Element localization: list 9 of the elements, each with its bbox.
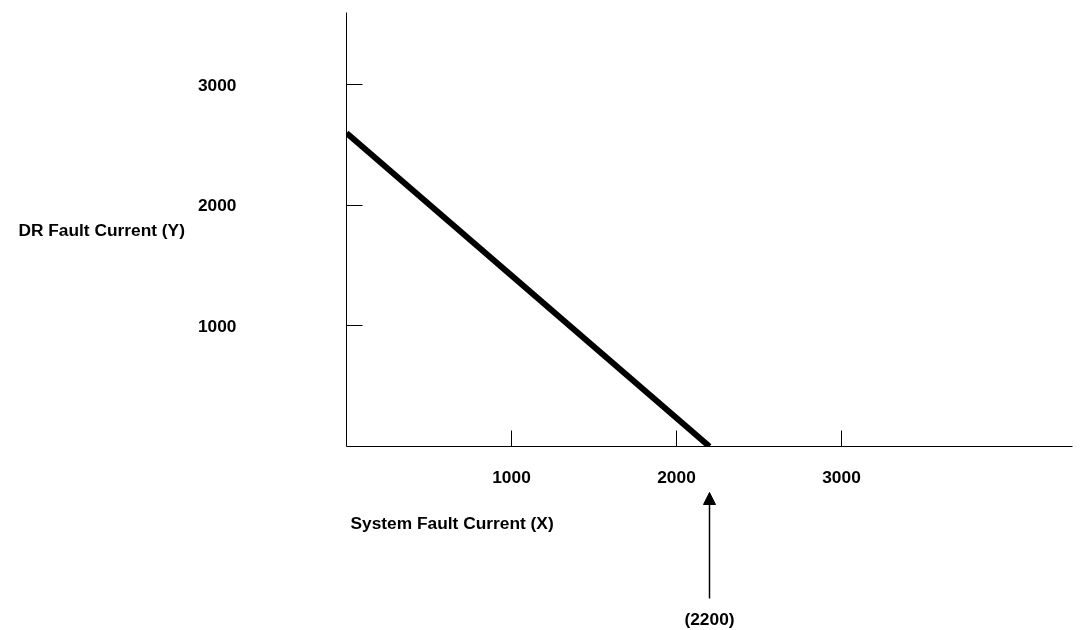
text: (2200) [684, 608, 735, 629]
x-tick-label: 1000 [492, 466, 531, 487]
y-tick-label: 2000 [197, 195, 237, 216]
y-tick-label: 3000 [197, 74, 237, 95]
x-axis-title: System Fault Current (X) [350, 512, 554, 533]
y-axis-title: DR Fault Current (Y) [18, 219, 185, 240]
x-tick-label: 2000 [657, 466, 696, 487]
x-tick-label: 3000 [822, 466, 861, 487]
y-tick-label: 1000 [197, 315, 237, 336]
